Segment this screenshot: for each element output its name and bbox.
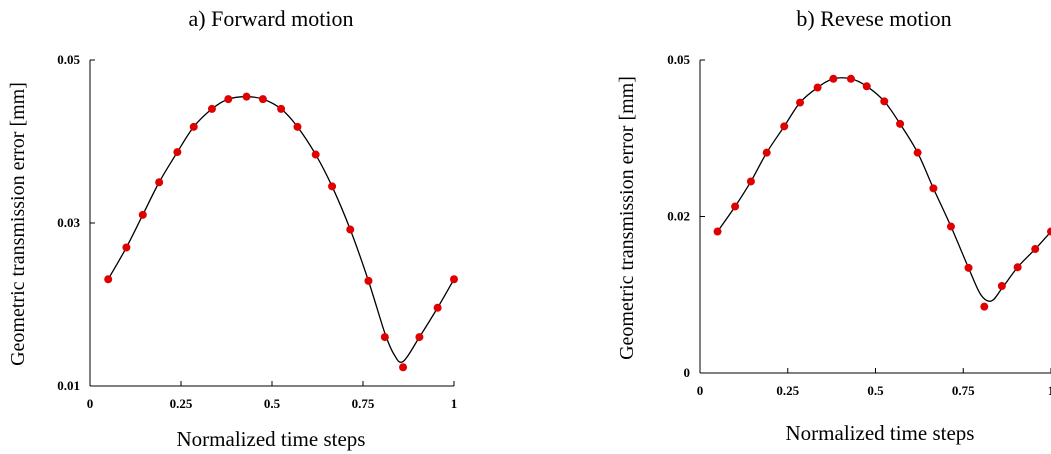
data-point — [415, 333, 424, 342]
x-tick-label: 0.25 — [776, 383, 799, 398]
data-point — [846, 74, 855, 83]
data-point — [104, 275, 113, 284]
data-point — [880, 97, 889, 106]
data-point — [189, 122, 198, 131]
data-point — [224, 95, 233, 104]
data-point — [450, 275, 458, 284]
x-tick-label: 0.75 — [352, 396, 375, 411]
x-tick-label: 0 — [697, 383, 704, 398]
data-point — [433, 303, 442, 312]
fitted-curve-line — [107, 96, 455, 363]
data-point — [173, 148, 182, 157]
data-point — [277, 104, 286, 113]
data-point — [1013, 263, 1022, 272]
data-point — [399, 363, 408, 372]
data-point — [913, 148, 922, 157]
data-point — [138, 210, 147, 219]
data-point — [242, 92, 251, 101]
data-point — [1031, 245, 1040, 254]
data-point — [207, 104, 216, 113]
x-tick-label: 1 — [1048, 383, 1051, 398]
y-tick-label: 0.01 — [57, 378, 80, 393]
data-point — [713, 227, 722, 236]
data-point — [946, 222, 955, 231]
y-tick-label: 0.02 — [667, 209, 690, 224]
data-point — [964, 263, 973, 272]
chart-title: a) Forward motion — [189, 6, 354, 31]
data-point — [731, 202, 740, 211]
x-tick-label: 0.25 — [170, 396, 193, 411]
data-point — [896, 119, 905, 128]
data-point — [328, 182, 337, 191]
y-tick-label: 0.05 — [667, 52, 690, 67]
data-point — [346, 225, 355, 234]
y-axis-label: Geometric transmission error [mm] — [7, 82, 29, 366]
panel-forward-motion: a) Forward motion Normalized time steps … — [7, 6, 458, 451]
data-point — [862, 82, 871, 91]
data-point — [311, 150, 320, 159]
y-tick-label: 0.03 — [57, 215, 80, 230]
data-point — [929, 184, 938, 193]
fitted-curve-line — [717, 77, 1051, 302]
x-tick-label: 1 — [451, 396, 458, 411]
x-axis-label: Normalized time steps — [786, 421, 975, 445]
data-point — [746, 177, 755, 186]
panel-reverse-motion: b) Revese motion Normalized time steps G… — [616, 6, 1051, 445]
data-point — [122, 243, 131, 252]
data-point — [829, 74, 838, 83]
x-tick-label: 0.75 — [952, 383, 975, 398]
data-point — [813, 83, 822, 92]
data-point — [980, 302, 989, 311]
data-point — [364, 276, 373, 285]
x-tick-label: 0.5 — [264, 396, 281, 411]
data-point — [762, 148, 771, 157]
y-tick-label: 0.05 — [57, 52, 80, 67]
y-tick-label: 0 — [684, 365, 691, 380]
data-point — [380, 333, 389, 342]
data-point — [780, 122, 789, 131]
x-axis-label: Normalized time steps — [177, 427, 366, 451]
data-point — [997, 281, 1006, 290]
data-point — [155, 178, 164, 187]
chart-title: b) Revese motion — [796, 6, 951, 31]
data-point — [796, 98, 805, 107]
data-point — [293, 122, 302, 131]
data-point — [1047, 227, 1051, 236]
x-tick-label: 0 — [87, 396, 94, 411]
y-axis-label: Geometric transmission error [mm] — [616, 76, 638, 360]
x-tick-label: 0.5 — [867, 383, 884, 398]
data-point — [258, 95, 267, 104]
